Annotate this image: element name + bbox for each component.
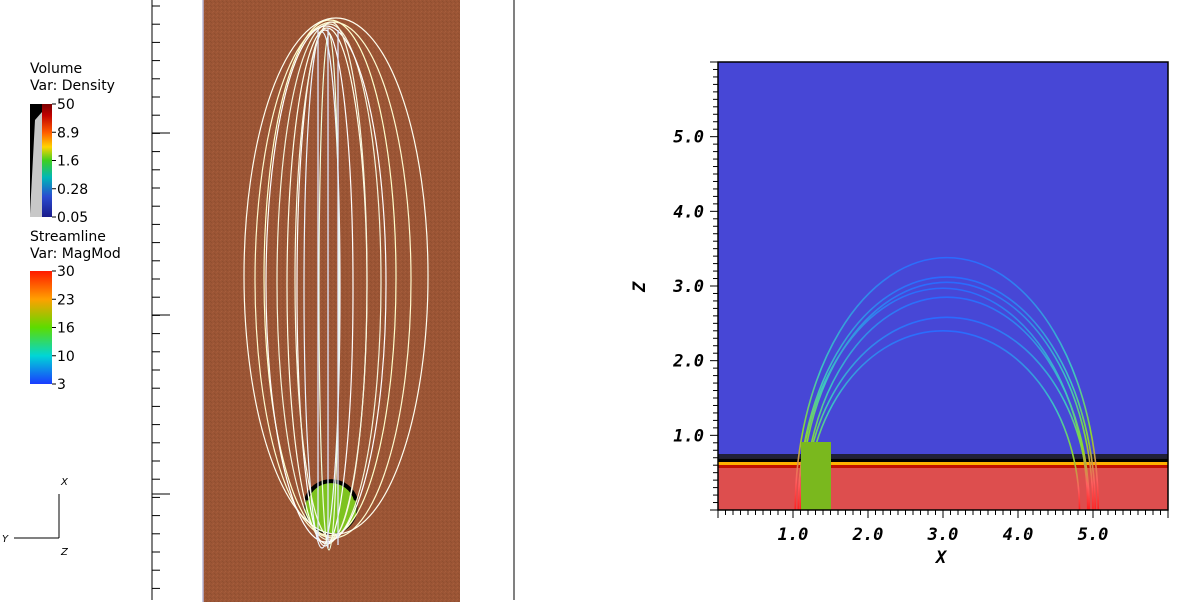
upper-region bbox=[718, 62, 1168, 510]
magmod-tick-3: 10 bbox=[57, 349, 75, 365]
x-tick-label: 5.0 bbox=[1078, 525, 1109, 545]
magmod-tick-4: 3 bbox=[57, 377, 66, 393]
triad-z-label: Z bbox=[60, 547, 69, 558]
z-tick-labels: 1.0 2.0 3.0 4.0 5.0 bbox=[672, 128, 704, 447]
x-tick-label: 1.0 bbox=[778, 525, 809, 545]
field-arcs bbox=[794, 256, 1100, 511]
x-tick-label: 3.0 bbox=[927, 525, 959, 545]
triad-y-label: Y bbox=[2, 534, 9, 545]
field-arc bbox=[803, 316, 1091, 511]
volume-panel bbox=[202, 0, 460, 602]
volume-legend-var: Var: Density bbox=[30, 78, 115, 94]
density-tick-2: 1.6 bbox=[57, 154, 79, 170]
magmod-tick-2: 16 bbox=[57, 321, 75, 337]
streamline-loops bbox=[243, 17, 429, 551]
field-arc bbox=[803, 296, 1091, 511]
density-colorbar bbox=[42, 104, 52, 217]
streamline-legend-title: Streamline bbox=[30, 229, 106, 245]
lower-region bbox=[718, 468, 1168, 510]
x-tick-labels: 1.0 2.0 3.0 4.0 5.0 bbox=[778, 525, 1109, 545]
streamline-loop bbox=[265, 25, 387, 543]
streamline-legend: Streamline Var: MagMod 30 23 16 10 3 bbox=[30, 229, 121, 393]
plot-axis-ticks bbox=[710, 61, 1169, 518]
opacity-ramp bbox=[30, 104, 42, 217]
streamline-legend-ticks: 30 23 16 10 3 bbox=[52, 264, 75, 393]
magmod-tick-1: 23 bbox=[57, 292, 75, 308]
density-tick-1: 8.9 bbox=[57, 125, 79, 141]
magmod-tick-0: 30 bbox=[57, 264, 75, 280]
density-tick-4: 0.05 bbox=[57, 210, 88, 226]
vertical-ruler bbox=[151, 0, 170, 600]
density-tick-3: 0.28 bbox=[57, 182, 88, 198]
z-tick-label: 3.0 bbox=[672, 277, 704, 297]
field-arc bbox=[799, 281, 1094, 511]
z-tick-label: 4.0 bbox=[673, 202, 704, 222]
z-axis-label: Z bbox=[630, 281, 650, 293]
field-arc bbox=[805, 330, 1081, 511]
density-tick-0: 50 bbox=[57, 97, 75, 113]
sphere-shadow bbox=[304, 479, 358, 501]
magmod-colorbar bbox=[30, 271, 52, 384]
streamline-loop bbox=[263, 19, 397, 537]
volume-legend-ticks: 50 8.9 1.6 0.28 0.05 bbox=[52, 97, 88, 226]
axis-triad: X Y Z bbox=[2, 477, 69, 558]
streamline-loop bbox=[318, 33, 340, 551]
field-arc bbox=[794, 256, 1100, 511]
streamline-loop bbox=[294, 21, 368, 539]
field-arc bbox=[797, 276, 1097, 511]
streamline-loop bbox=[296, 29, 354, 547]
z-tick-label: 1.0 bbox=[673, 426, 704, 446]
slice-plot: 1.0 2.0 3.0 4.0 5.0 1.0 2.0 3.0 4.0 5.0 X Z bbox=[630, 61, 1169, 568]
volume-legend-title: Volume bbox=[30, 61, 82, 77]
x-tick-label: 4.0 bbox=[1003, 525, 1034, 545]
z-tick-label: 2.0 bbox=[672, 352, 704, 372]
streamline-loop bbox=[303, 31, 341, 549]
triad-x-label: X bbox=[60, 477, 69, 488]
green-block bbox=[801, 442, 831, 510]
x-tick-label: 2.0 bbox=[852, 525, 884, 545]
streamline-loop bbox=[276, 23, 382, 541]
streamline-loop bbox=[243, 17, 429, 535]
x-axis-label: X bbox=[934, 548, 948, 568]
z-tick-label: 5.0 bbox=[673, 128, 704, 148]
streamline-legend-var: Var: MagMod bbox=[30, 246, 121, 262]
volume-legend: Volume Var: Density 50 8.9 1.6 0.28 0.05 bbox=[30, 61, 115, 226]
